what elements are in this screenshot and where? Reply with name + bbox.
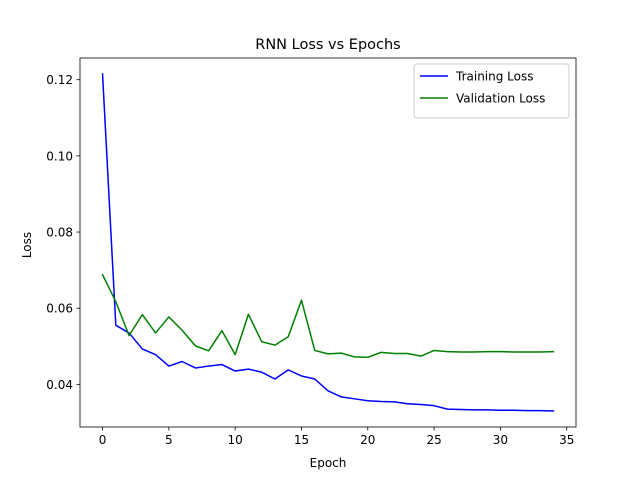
chart-title: RNN Loss vs Epochs	[255, 37, 401, 53]
x-tick-label: 10	[228, 433, 243, 447]
series-line-validation-loss	[101, 273, 555, 359]
y-axis-label: Loss	[20, 232, 34, 258]
x-tick-label: 35	[559, 433, 574, 447]
y-tick-label: 0.12	[46, 73, 73, 87]
x-tick-label: 5	[165, 433, 173, 447]
x-tick-label: 30	[493, 433, 508, 447]
series-line-training-loss	[101, 73, 555, 412]
legend: Training Loss Validation Loss	[413, 63, 570, 119]
y-tick-label: 0.06	[46, 302, 73, 316]
y-tick-label: 0.04	[46, 378, 73, 392]
legend-box	[413, 63, 570, 119]
y-tick-label: 0.10	[46, 149, 73, 163]
y-tick-label: 0.08	[46, 226, 73, 240]
axes-frame	[79, 57, 577, 428]
legend-label-training-loss: Training Loss	[455, 70, 533, 84]
x-tick-label: 25	[426, 433, 441, 447]
legend-label-validation-loss: Validation Loss	[456, 92, 545, 106]
x-axis-label: Epoch	[310, 456, 347, 470]
plot-area: 0 5 10 15 20 25 30 35 0.04 0.06 0.08 0.10 0.12	[46, 57, 577, 447]
x-tick-label: 0	[99, 433, 107, 447]
x-tick-label: 20	[360, 433, 375, 447]
x-tick-label: 15	[294, 433, 309, 447]
